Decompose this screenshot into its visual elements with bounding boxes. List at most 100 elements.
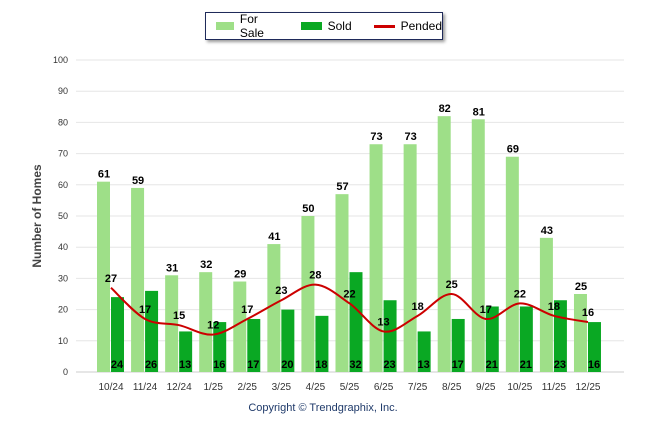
sold-bar [145, 290, 159, 372]
pended-value-label: 23 [275, 285, 287, 297]
for-sale-bar [267, 244, 281, 372]
pended-value-label: 17 [241, 304, 253, 316]
pended-value-label: 13 [377, 316, 389, 328]
sold-bar [417, 331, 431, 372]
legend-item-pended[interactable]: Pended [373, 19, 442, 33]
x-tick-label: 3/25 [272, 382, 292, 393]
sold-bar [247, 318, 261, 372]
legend-item-for-sale[interactable]: For Sale [216, 12, 279, 40]
pended-value-label: 17 [139, 304, 151, 316]
sold-value-label: 17 [247, 359, 259, 371]
sold-value-label: 21 [520, 359, 532, 371]
pended-value-label: 15 [173, 310, 185, 322]
sold-value-label: 26 [145, 359, 157, 371]
x-tick-label: 6/25 [374, 382, 394, 393]
y-tick-label: 10 [58, 336, 68, 346]
copyright: Copyright © Trendgraphix, Inc. [248, 402, 398, 414]
for-sale-value-label: 82 [439, 103, 451, 115]
y-tick-label: 40 [58, 242, 68, 252]
y-tick-label: 30 [58, 273, 68, 283]
y-tick-label: 70 [58, 149, 68, 159]
for-sale-bar [335, 194, 349, 372]
sold-swatch [300, 22, 322, 30]
pended-value-label: 22 [343, 288, 355, 300]
pended-value-label: 17 [480, 304, 492, 316]
sold-value-label: 32 [349, 359, 361, 371]
y-tick-label: 80 [58, 117, 68, 127]
pended-value-label: 18 [412, 301, 424, 313]
sold-bar [587, 322, 601, 372]
y-tick-label: 50 [58, 211, 68, 221]
x-tick-label: 12/25 [575, 382, 600, 393]
for-sale-bar [369, 144, 383, 372]
sold-bar [383, 300, 397, 372]
y-tick-label: 0 [63, 367, 68, 377]
sold-value-label: 13 [179, 359, 191, 371]
for-sale-bar [301, 216, 315, 372]
y-tick-label: 90 [58, 86, 68, 96]
for-sale-value-label: 32 [200, 259, 212, 271]
sold-value-label: 20 [281, 359, 293, 371]
for-sale-value-label: 69 [507, 144, 519, 156]
sold-bar [451, 318, 465, 372]
sold-value-label: 18 [315, 359, 327, 371]
sold-value-label: 16 [588, 359, 600, 371]
legend-label: Sold [327, 19, 352, 33]
y-tick-label: 60 [58, 180, 68, 190]
for-sale-bar [437, 116, 451, 372]
sold-bar [485, 306, 499, 372]
sold-bar [519, 306, 533, 372]
sold-bar [111, 297, 124, 372]
for-sale-value-label: 41 [268, 231, 280, 243]
for-sale-bar [573, 294, 587, 372]
x-tick-label: 7/25 [408, 382, 428, 393]
for-sale-value-label: 73 [370, 131, 382, 143]
legend-item-sold[interactable]: Sold [300, 19, 352, 33]
y-tick-label: 20 [58, 305, 68, 315]
legend-label: Pended [400, 19, 442, 33]
sold-value-label: 24 [111, 359, 124, 371]
pended-value-label: 12 [207, 320, 219, 332]
x-tick-label: 10/25 [507, 382, 532, 393]
y-axis-title: Number of Homes [30, 164, 44, 268]
for-sale-value-label: 50 [302, 203, 314, 215]
x-tick-label: 11/24 [133, 382, 158, 393]
sold-value-label: 13 [418, 359, 430, 371]
legend-label: For Sale [239, 12, 264, 40]
for-sale-bar [403, 144, 417, 372]
for-sale-bar [471, 119, 485, 372]
sold-value-label: 21 [486, 359, 498, 371]
for-sale-value-label: 29 [234, 269, 246, 281]
sold-value-label: 17 [452, 359, 464, 371]
y-tick-label: 100 [53, 55, 68, 65]
pended-value-label: 18 [548, 301, 560, 313]
for-sale-value-label: 59 [132, 175, 144, 187]
sold-bar [349, 272, 363, 372]
sold-value-label: 23 [554, 359, 566, 371]
x-tick-label: 8/25 [442, 382, 462, 393]
for-sale-bar [505, 156, 519, 372]
x-tick-label: 9/25 [476, 382, 496, 393]
for-sale-swatch [216, 22, 234, 30]
for-sale-value-label: 43 [541, 225, 553, 237]
pended-line [110, 283, 589, 336]
sold-value-label: 23 [383, 359, 395, 371]
for-sale-value-label: 81 [473, 106, 485, 118]
sold-bar [315, 315, 329, 372]
x-tick-label: 2/25 [238, 382, 258, 393]
x-tick-label: 10/24 [98, 382, 123, 393]
for-sale-bar [199, 272, 213, 372]
for-sale-value-label: 31 [166, 262, 178, 274]
for-sale-value-label: 61 [98, 169, 110, 181]
sold-bar [179, 331, 193, 372]
pended-line-swatch [373, 24, 395, 28]
pended-value-label: 22 [514, 288, 526, 300]
x-tick-label: 11/25 [542, 382, 567, 393]
sold-value-label: 16 [213, 359, 225, 371]
pended-value-label: 25 [446, 279, 458, 291]
x-tick-label: 12/24 [167, 382, 192, 393]
x-tick-label: 1/25 [203, 382, 223, 393]
x-tick-label: 5/25 [340, 382, 360, 393]
for-sale-value-label: 25 [575, 281, 587, 293]
